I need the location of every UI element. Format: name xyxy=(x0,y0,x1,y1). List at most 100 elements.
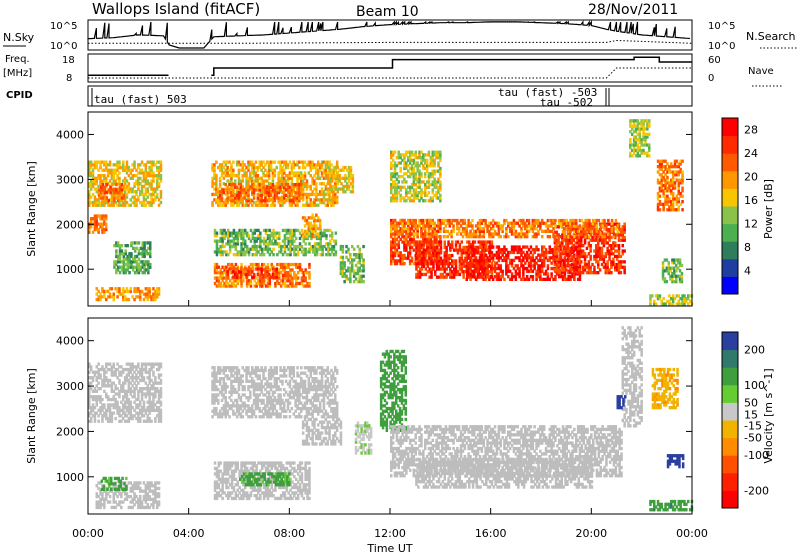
cell-power-cells-r9 xyxy=(302,236,305,241)
cell-power-cells-r8 xyxy=(237,270,241,274)
cell-power-cells-r9 xyxy=(323,244,326,249)
cell-power-cells-r7 xyxy=(279,265,283,269)
cell-power-cells-r0 xyxy=(95,160,98,164)
cell-power-cells-r15 xyxy=(514,256,518,260)
cell-power-cells-r15 xyxy=(569,275,572,279)
cell-power-cells-r11 xyxy=(347,174,351,178)
cell-power-cells-r9 xyxy=(266,236,270,241)
cell-power-cells-r17 xyxy=(527,229,531,233)
cell-power-cells-r16 xyxy=(612,241,615,245)
cell-power-cells-r2 xyxy=(93,227,97,232)
noise-right-tick-bottom: 10^0 xyxy=(708,41,735,52)
cell-power-cells-r5 xyxy=(241,168,244,172)
cell-power-cells-r9 xyxy=(319,239,322,243)
cell-power-cells-r17 xyxy=(459,218,463,223)
cell-power-cells-r16 xyxy=(598,249,602,253)
cell-power-cells-r15 xyxy=(541,250,544,255)
cell-power-cells-r7 xyxy=(223,271,226,275)
cell-power-cells-r9 xyxy=(289,231,292,235)
cell-power-cells-r15 xyxy=(514,245,518,249)
cell-power-cells-r5 xyxy=(273,174,277,178)
cell-power-cells-r15 xyxy=(478,272,482,276)
cell-power-cells-r9 xyxy=(308,242,311,246)
cell-power-cells-r16 xyxy=(619,260,623,264)
cell-power-cells-r15 xyxy=(497,266,501,271)
cell-power-cells-r13 xyxy=(390,251,393,255)
cell-power-cells-r16 xyxy=(597,244,600,248)
cell-power-cells-r13 xyxy=(390,256,393,260)
cell-power-cells-r5 xyxy=(281,160,284,164)
cell-power-cells-r15 xyxy=(550,272,553,276)
cell-power-cells-r9 xyxy=(274,231,277,235)
cell-power-cells-r9 xyxy=(215,231,219,235)
cell-power-cells-r5 xyxy=(322,182,326,186)
cell-power-cells-r3 xyxy=(95,292,98,296)
cell-power-cells-r3 xyxy=(95,287,98,291)
cell-power-cells-r4 xyxy=(120,260,124,264)
cell-power-cells-r5 xyxy=(215,192,218,197)
cell-power-cells-r9 xyxy=(304,247,307,251)
cell-power-cells-r5 xyxy=(307,195,311,199)
cell-power-cells-r13 xyxy=(408,227,412,231)
cell-power-cells-r7 xyxy=(298,262,302,267)
cell-power-cells-r18 xyxy=(427,183,431,187)
cell-power-cells-r2 xyxy=(99,214,102,218)
cell-power-cells-r17 xyxy=(410,224,414,228)
cell-power-cells-r9 xyxy=(225,234,228,238)
cell-power-cells-r16 xyxy=(576,235,579,240)
cell-power-cells-r16 xyxy=(610,265,613,269)
cell-power-cells-r16 xyxy=(587,271,591,275)
cell-power-cells-r0 xyxy=(125,184,129,189)
cell-power-cells-r18 xyxy=(408,185,412,189)
cell-power-cells-r4 xyxy=(141,271,144,275)
cell-power-cells-r0 xyxy=(148,200,151,205)
cell-power-cells-r7 xyxy=(289,276,292,280)
cell-power-cells-r0 xyxy=(88,190,91,194)
cell-power-cells-r9 xyxy=(278,231,281,235)
cell-power-cells-r5 xyxy=(303,182,307,186)
cell-power-cells-r17 xyxy=(446,235,450,239)
cell-power-cells-r16 xyxy=(619,230,623,234)
cell-power-cells-r4 xyxy=(126,244,129,248)
cell-power-cells-r5 xyxy=(213,171,216,175)
cell-power-cells-r15 xyxy=(537,275,540,279)
cell-power-cells-r5 xyxy=(237,203,241,207)
cell-power-cells-r0 xyxy=(159,190,163,194)
cell-power-cells-r18 xyxy=(420,196,423,200)
cell-power-cells-r7 xyxy=(219,276,222,280)
cell-power-cells-r13 xyxy=(405,245,408,250)
cell-power-cells-r9 xyxy=(259,236,262,241)
cell-power-cells-r15 xyxy=(480,245,484,249)
cell-power-cells-r18 xyxy=(397,150,400,154)
cell-power-cells-r6 xyxy=(290,185,294,189)
cell-power-cells-r17 xyxy=(512,224,516,228)
cell-power-cells-r4 xyxy=(116,268,120,272)
cell-power-cells-r17 xyxy=(403,235,406,239)
cell-power-cells-r18 xyxy=(422,166,425,171)
cell-power-cells-r17 xyxy=(410,221,414,225)
cell-power-cells-r9 xyxy=(283,239,287,243)
cell-power-cells-r16 xyxy=(563,252,566,256)
cell-power-cells-r4 xyxy=(135,262,139,267)
cell-power-cells-r16 xyxy=(623,268,626,272)
cell-power-cells-r10 xyxy=(313,229,316,233)
cell-power-cells-r16 xyxy=(614,241,617,245)
cell-power-cells-r4 xyxy=(115,268,118,272)
cell-power-cells-r6 xyxy=(262,185,265,189)
cell-power-cells-r9 xyxy=(228,242,232,246)
cell-power-cells-r18 xyxy=(410,166,414,171)
cell-power-cells-r13 xyxy=(424,259,427,263)
cell-power-cells-r7 xyxy=(259,284,262,288)
cell-power-cells-r5 xyxy=(224,203,227,207)
cell-power-cells-r3 xyxy=(142,292,146,296)
cell-power-cells-r18 xyxy=(424,191,427,195)
cell-power-cells-r17 xyxy=(535,218,538,223)
cell-power-cells-r0 xyxy=(103,160,106,164)
cell-power-cells-r14 xyxy=(415,264,418,268)
cell-power-cells-r15 xyxy=(473,275,476,279)
cell-power-cells-r3 xyxy=(129,287,132,291)
cell-power-cells-r16 xyxy=(553,262,557,267)
cell-power-cells-r12 xyxy=(343,271,346,276)
cell-power-cells-r16 xyxy=(612,230,615,234)
cell-power-cells-r17 xyxy=(399,221,402,225)
